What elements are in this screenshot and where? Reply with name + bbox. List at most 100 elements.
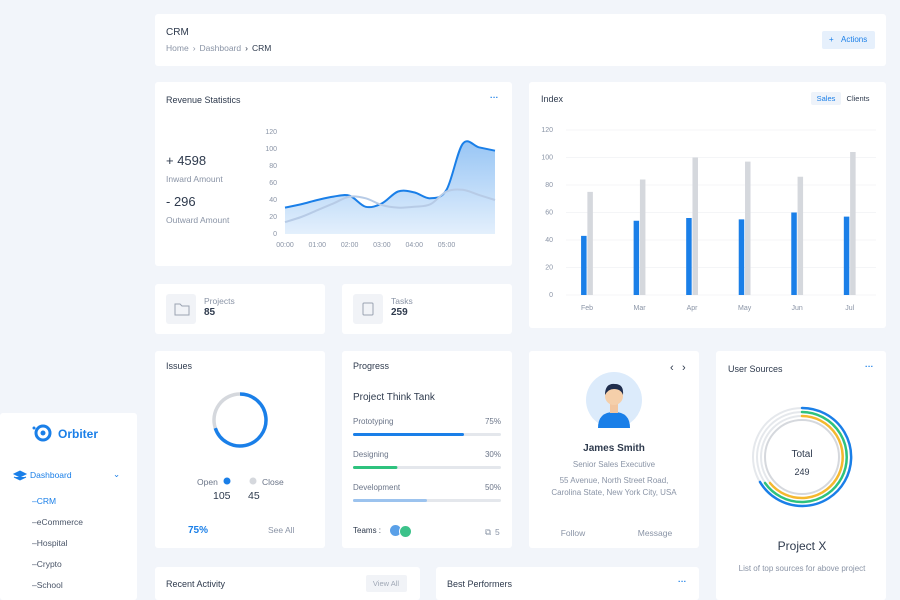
y-tick-label: 100 <box>541 154 553 161</box>
open-count: 105 <box>213 490 231 502</box>
stat-label: Tasks <box>391 296 413 306</box>
y-tick-label: 120 <box>265 129 277 136</box>
x-tick-label: 00:00 <box>276 242 294 249</box>
profile-name: James Smith <box>583 443 645 454</box>
bar <box>843 216 850 295</box>
issues-percent: 75% <box>188 525 209 536</box>
menu-item[interactable]: CRM <box>32 496 56 506</box>
card-title: Index <box>541 94 564 104</box>
y-tick-label: 60 <box>545 209 553 216</box>
donut-segment <box>213 392 268 448</box>
card-title: Issues <box>166 361 193 371</box>
bar <box>797 176 804 295</box>
bar <box>850 152 856 295</box>
y-tick-label: 40 <box>545 237 553 244</box>
x-tick-label: 04:00 <box>405 242 423 249</box>
menu-item[interactable]: Crypto <box>32 559 62 569</box>
more-menu[interactable]: ··· <box>490 92 499 102</box>
project-title: Project X <box>777 539 827 553</box>
prev-arrow[interactable]: ‹ <box>670 362 674 374</box>
progress-bar <box>353 499 427 502</box>
y-tick-label: 80 <box>269 163 277 170</box>
card-title: Best Performers <box>447 579 513 589</box>
dashboard-icon <box>12 470 28 481</box>
follow[interactable]: Follow <box>560 528 586 538</box>
message[interactable]: Message <box>637 528 673 538</box>
tab[interactable]: Clients <box>846 94 870 103</box>
task-name: Prototyping <box>353 417 393 426</box>
close-count: 45 <box>248 490 260 502</box>
area-line <box>284 140 496 209</box>
bar <box>686 218 692 295</box>
next-arrow[interactable]: › <box>682 362 686 374</box>
x-tick-label: 01:00 <box>309 242 327 249</box>
x-tick-label: Jul <box>845 305 854 312</box>
bar <box>791 212 797 295</box>
more-menu[interactable]: ··· <box>678 576 687 586</box>
menu-item[interactable]: School <box>32 580 63 590</box>
project-name: Project Think Tank <box>353 392 435 403</box>
crumb: CRM <box>241 43 271 53</box>
brand: Orbiter <box>58 427 99 441</box>
progress-bar <box>353 433 464 436</box>
area-fill <box>285 141 495 234</box>
see-all[interactable]: See All <box>268 525 295 535</box>
task-percent: 75% <box>485 417 501 426</box>
x-tick-label: Feb <box>581 305 593 312</box>
team-avatar <box>390 525 401 536</box>
x-tick-label: 03:00 <box>373 242 391 249</box>
menu-dashboard[interactable]: Dashboard <box>30 470 72 480</box>
bar <box>639 179 646 295</box>
sources-card <box>716 351 886 600</box>
legend-open: Open <box>197 477 218 487</box>
clip-icon: ⧉ <box>485 527 492 537</box>
actions-button[interactable] <box>822 31 875 49</box>
bar <box>587 191 593 295</box>
x-tick-label: Apr <box>687 305 699 312</box>
area-line <box>284 188 496 224</box>
crumb[interactable]: Home <box>166 43 189 53</box>
legend-close: Close <box>262 477 284 487</box>
outward-label: Outward Amount <box>166 215 230 225</box>
x-tick-label: Mar <box>633 305 646 312</box>
stat-label: Projects <box>204 296 235 306</box>
y-tick-label: 40 <box>269 197 277 204</box>
stat-icon <box>353 294 383 324</box>
task-name: Development <box>353 483 401 492</box>
profile-role: Senior Sales Executive <box>572 460 656 469</box>
y-tick-label: 0 <box>549 292 553 299</box>
task-percent: 50% <box>485 483 501 492</box>
task-name: Designing <box>353 450 389 459</box>
tab[interactable]: Sales <box>816 94 836 103</box>
card-title: User Sources <box>728 364 783 374</box>
y-tick-label: 100 <box>265 146 277 153</box>
team-avatar <box>399 525 412 538</box>
crumb[interactable]: Dashboard <box>189 43 241 53</box>
y-tick-label: 80 <box>545 182 553 189</box>
sidebar <box>0 413 137 600</box>
view-all-button[interactable] <box>366 575 407 592</box>
y-tick-label: 0 <box>273 231 277 238</box>
x-tick-label: 02:00 <box>341 242 359 249</box>
stat-value: 259 <box>391 307 408 318</box>
source-rings <box>752 406 853 508</box>
bar <box>738 219 745 295</box>
inward-value: + 4598 <box>166 153 207 168</box>
folder-icon <box>174 303 190 316</box>
chevron: ⌄ <box>113 469 121 479</box>
outward-value: - 296 <box>166 194 196 209</box>
inward-label: Inward Amount <box>166 174 223 184</box>
progress-card <box>342 351 512 548</box>
donut-segment <box>212 392 241 429</box>
bar <box>692 157 698 295</box>
card-title: Progress <box>353 361 390 371</box>
menu-item[interactable]: Hospital <box>32 538 68 548</box>
bar <box>581 235 587 295</box>
attachment-count: 5 <box>495 527 500 537</box>
menu-item[interactable]: eCommerce <box>32 517 83 527</box>
more-menu[interactable]: ··· <box>865 361 874 371</box>
total-label: Total <box>791 449 813 460</box>
card-title: Revenue Statistics <box>166 95 241 105</box>
